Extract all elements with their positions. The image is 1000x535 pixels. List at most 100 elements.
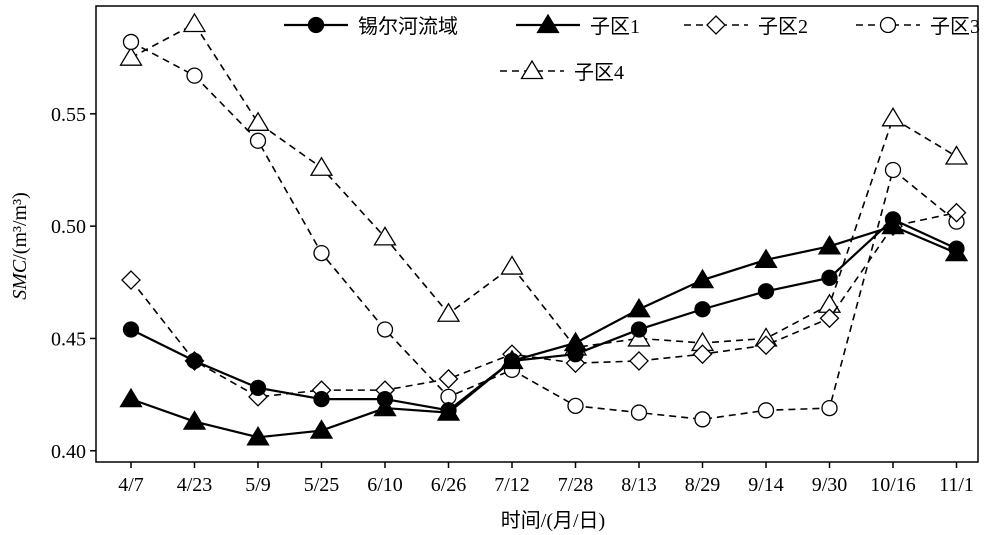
x-tick-label: 10/16 xyxy=(870,474,916,496)
data-point xyxy=(630,404,648,421)
x-tick-label: 9/30 xyxy=(812,474,848,496)
data-point xyxy=(440,402,457,419)
data-point xyxy=(881,107,905,127)
data-point xyxy=(817,235,842,255)
legend-item: 子区2 xyxy=(684,15,808,38)
x-tick-label: 4/23 xyxy=(177,474,213,496)
data-point xyxy=(122,321,140,338)
legend-label: 子区3 xyxy=(930,16,980,38)
y-axis-title-italic: SMC xyxy=(9,259,31,300)
x-tick-label: 6/10 xyxy=(367,474,403,496)
data-point xyxy=(436,302,461,322)
data-point xyxy=(884,161,902,179)
legend: 锡尔河流域 子区1 子区2 子区3 子区4 xyxy=(284,13,980,84)
legend-label: 子区1 xyxy=(590,16,640,38)
x-tick-label: 6/26 xyxy=(431,474,467,496)
x-tick-label: 8/29 xyxy=(685,474,721,496)
data-point xyxy=(376,390,394,408)
data-point xyxy=(186,67,203,84)
legend-item: 子区3 xyxy=(856,16,980,38)
y-axis-title: SMC/(m³/m³) xyxy=(9,192,31,300)
series-line xyxy=(130,22,957,349)
data-point xyxy=(692,344,713,365)
y-tick-label: 0.50 xyxy=(51,216,86,238)
legend-marker xyxy=(536,13,560,34)
data-point xyxy=(754,248,778,268)
data-point xyxy=(757,402,775,419)
legend-marker xyxy=(879,16,897,34)
data-point xyxy=(946,202,967,223)
y-axis-title-unit: /(m³/m³) xyxy=(9,192,31,260)
series-line xyxy=(130,224,957,439)
data-point xyxy=(121,270,141,290)
data-point xyxy=(182,12,207,33)
data-point xyxy=(694,301,711,318)
series-line xyxy=(130,41,958,421)
data-point xyxy=(313,390,330,408)
series-line xyxy=(130,218,957,412)
data-point xyxy=(629,350,649,371)
legend-label: 锡尔河流域 xyxy=(358,15,458,38)
data-point xyxy=(567,397,584,414)
data-point xyxy=(246,111,270,131)
data-point xyxy=(309,419,334,439)
series-5 xyxy=(119,12,969,356)
data-point xyxy=(948,240,965,257)
data-point xyxy=(122,33,140,51)
data-point xyxy=(821,399,838,417)
legend-marker xyxy=(307,16,325,34)
data-point xyxy=(821,269,838,286)
x-tick-label: 5/25 xyxy=(304,474,340,496)
data-point xyxy=(756,335,776,356)
data-point xyxy=(246,426,270,446)
data-point xyxy=(119,46,143,66)
y-tick-label: 0.45 xyxy=(51,328,86,350)
data-point xyxy=(944,145,969,165)
plot-frame xyxy=(95,5,979,463)
data-point xyxy=(313,244,330,262)
legend-label: 子区4 xyxy=(574,62,624,84)
series-1 xyxy=(122,211,965,419)
data-point xyxy=(627,297,651,318)
legend-item: 子区1 xyxy=(516,13,640,38)
series-4 xyxy=(122,33,965,428)
legend-marker xyxy=(706,15,726,35)
legend-label: 子区2 xyxy=(758,16,808,38)
data-point xyxy=(503,352,521,370)
x-tick-label: 9/14 xyxy=(748,474,784,496)
data-point xyxy=(309,156,334,176)
x-tick-label: 7/28 xyxy=(558,474,594,496)
x-tick-label: 4/7 xyxy=(118,474,144,496)
x-tick-label: 11/1 xyxy=(939,474,974,496)
data-point xyxy=(249,379,267,397)
y-tick-label: 0.55 xyxy=(51,104,86,126)
data-point xyxy=(819,308,840,329)
data-point xyxy=(694,411,711,428)
data-point xyxy=(249,132,267,149)
data-point xyxy=(186,352,203,370)
series-line xyxy=(130,211,957,398)
legend-item: 锡尔河流域 xyxy=(284,15,458,38)
series-2 xyxy=(119,214,969,446)
data-point xyxy=(690,268,715,289)
legend-marker xyxy=(520,59,544,80)
data-point xyxy=(119,387,143,408)
data-point xyxy=(376,321,394,338)
data-point xyxy=(630,321,648,338)
x-tick-label: 7/12 xyxy=(494,474,530,496)
legend-item: 子区4 xyxy=(500,59,624,84)
x-axis-title: 时间/(月/日) xyxy=(501,509,605,532)
x-tick-label: 8/13 xyxy=(621,474,657,496)
data-point xyxy=(884,211,902,228)
data-point xyxy=(500,255,524,275)
axes: 0.40 0.45 0.50 0.55 4/7 4/23 5/9 5/25 6/10 6/26 7/… xyxy=(51,5,979,496)
y-tick-label: 0.40 xyxy=(51,441,86,463)
x-tick-label: 5/9 xyxy=(245,474,271,496)
data-point xyxy=(438,368,459,389)
series-layer xyxy=(119,12,969,446)
data-point xyxy=(182,410,207,430)
data-point xyxy=(373,226,397,246)
data-point xyxy=(757,283,775,300)
data-point xyxy=(567,346,584,363)
